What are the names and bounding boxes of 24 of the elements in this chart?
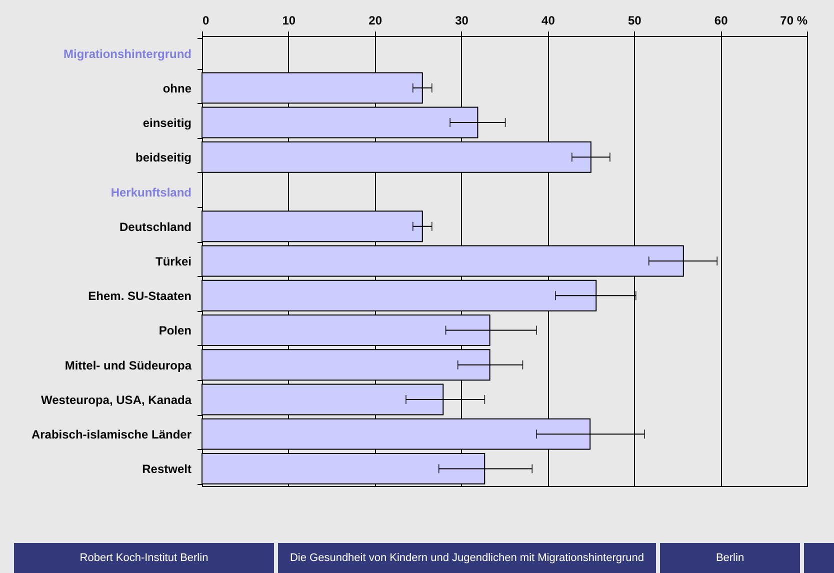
y-tick-label: Westeuropa, USA, Kanada — [41, 392, 192, 407]
y-tick-label: ohne — [162, 81, 192, 96]
x-tick-label: 20 — [368, 14, 382, 28]
y-tick-label: Mittel- und Südeuropa — [64, 358, 192, 372]
x-tick-label: 70 % — [780, 14, 808, 28]
y-tick-label: Arabisch-islamische Länder — [31, 428, 192, 442]
y-tick-label: Migrationshintergrund — [64, 46, 192, 61]
y-tick-label: Polen — [158, 324, 192, 338]
y-tick-label: Türkei — [155, 254, 192, 268]
y-tick-label: Deutschland — [119, 220, 192, 234]
text: Die Gesundheit von Kindern und Jugendlichen mit Migrationshintergrund — [278, 543, 656, 573]
x-tick-label: 60 — [714, 14, 728, 28]
x-tick-label: 40 — [542, 14, 556, 28]
text: Berlin — [660, 543, 800, 573]
y-tick-label: Restwelt — [142, 462, 192, 476]
x-tick-label: 10 — [282, 14, 296, 28]
x-tick-label: 50 — [628, 14, 642, 28]
y-tick-label: einseitig — [142, 116, 192, 130]
x-tick-label: 30 — [455, 14, 469, 28]
y-tick-label: beidseitig — [135, 150, 192, 165]
text: Robert Koch-Institut Berlin — [14, 543, 274, 573]
x-tick-label: 0 — [202, 14, 210, 28]
y-tick-label: Ehem. SU-Staaten — [88, 289, 192, 304]
y-tick-label: Herkunftsland — [110, 185, 192, 200]
